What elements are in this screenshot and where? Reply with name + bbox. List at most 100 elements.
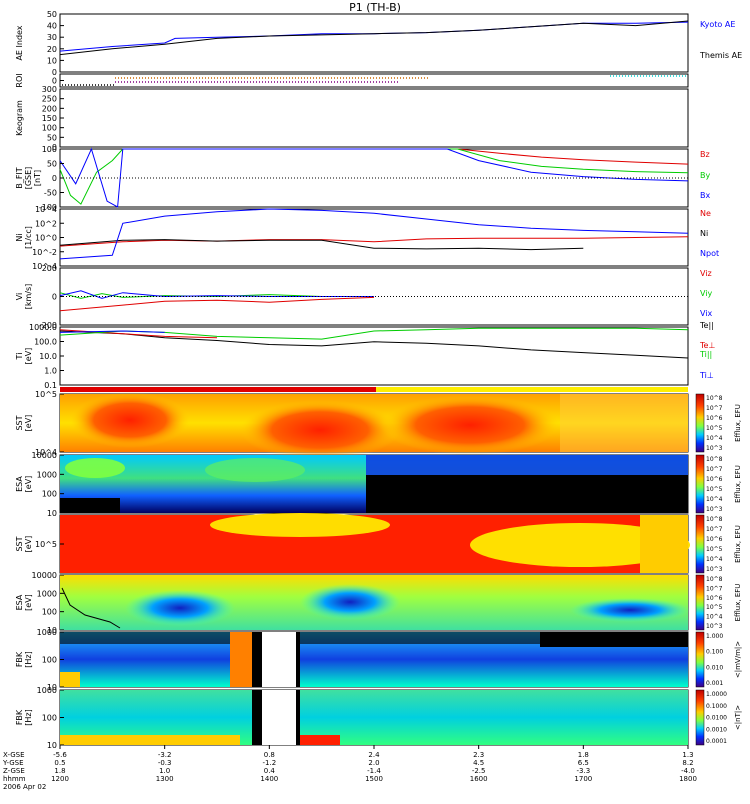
ytick-label: 100: [42, 145, 57, 154]
axis-row-label: hhmm: [3, 775, 26, 783]
ytick-label: 10^0: [35, 234, 57, 243]
axis-cell-y: 8.2: [682, 759, 693, 767]
axis-row-label: Z-GSE: [3, 767, 25, 775]
ytick-label: 10: [47, 56, 57, 65]
axis-cell-y: -0.3: [158, 759, 172, 767]
axis-cell-t: 1400: [260, 775, 278, 783]
axis-cell-z: -3.3: [576, 767, 590, 775]
series-ni-ne: [59, 236, 689, 247]
fbk1-heatmap: [60, 632, 688, 687]
ytick-label: -50: [44, 189, 57, 198]
axis-row-label: X-GSE: [3, 751, 25, 759]
axis-cell-x: 1.3: [682, 751, 693, 759]
ytick-label: 0: [52, 77, 57, 86]
series-bfit-by: [59, 148, 689, 205]
ylabel-sst2: [eV]: [24, 536, 33, 553]
panel-frame-bfit: [59, 148, 689, 208]
axis-cell-t: 1600: [470, 775, 488, 783]
legend-viy: Viy: [700, 289, 713, 298]
ytick-label: 10^5: [35, 540, 57, 549]
legend-by: By: [700, 171, 710, 180]
axis-cell-t: 1800: [679, 775, 697, 783]
axis-cell-x: -3.2: [158, 751, 172, 759]
ytick-label: 250: [42, 95, 57, 104]
legend-ae_kyoto: Kyoto AE: [700, 20, 735, 29]
colorbar-label: <|nT|>: [734, 705, 742, 730]
ylabel-esa1: ESA: [15, 476, 24, 492]
axis-cell-z: 1.0: [159, 767, 170, 775]
ytick-label: 100: [42, 608, 57, 617]
axis-cell-y: 0.5: [54, 759, 65, 767]
series-bfit-bx: [59, 147, 689, 208]
colorbar-tick: 0.0100: [706, 715, 727, 722]
colorbar-label: Efflux, EFU: [734, 465, 742, 503]
axis-cell-y: 2.0: [368, 759, 379, 767]
series-ti-ti: [59, 327, 689, 340]
ytick-label: 1000: [37, 470, 57, 479]
series-ti-ti: [59, 330, 165, 333]
colorbar-fbk2: [695, 689, 705, 746]
colorbar-fbk1: [695, 631, 705, 688]
ytick-label: 20: [47, 45, 57, 54]
axis-cell-x: 1.8: [578, 751, 589, 759]
colorbar-tick: 10^7: [706, 405, 723, 412]
colorbar-tick: 10^8: [706, 456, 723, 463]
ytick-label: 50: [47, 160, 57, 169]
series-ae-themisae: [59, 20, 689, 56]
legend-tell: Te||: [699, 321, 714, 330]
ylabel-bfit: B_FIT: [15, 167, 24, 188]
ytick-label: 10000: [32, 451, 57, 460]
ytick-label: 150: [42, 114, 57, 123]
colorbar-tick: 10^7: [706, 585, 723, 592]
legend-bx: Bx: [700, 191, 710, 200]
colorbar-esa1: [695, 454, 705, 514]
ytick-label: 200: [42, 264, 57, 273]
ylabel-roi: ROI: [15, 73, 24, 87]
panel-frame-roi: [59, 73, 689, 88]
axis-cell-z: 1.8: [54, 767, 65, 775]
ylabel-sst1: SST: [15, 415, 24, 430]
ytick-label: 100: [42, 490, 57, 499]
colorbar-tick: 1.0000: [706, 691, 727, 698]
axis-cell-t: 1300: [156, 775, 174, 783]
colorbar-tick: 10^3: [706, 445, 723, 452]
legend-npot: Npot: [700, 249, 719, 258]
ylabel-fbk2: FBK: [15, 709, 24, 725]
esa1-heatmap: [60, 455, 688, 513]
axis-cell-x: 0.8: [264, 751, 275, 759]
axis-cell-t: 1700: [574, 775, 592, 783]
colorbar-tick: 10^8: [706, 395, 723, 402]
series-ti-te: [59, 330, 689, 359]
axis-cell-t: 1200: [51, 775, 69, 783]
ytick-label: 10^5: [35, 390, 57, 399]
ylabel-ni: Ni: [15, 233, 24, 241]
ytick-label: 1000: [37, 589, 57, 598]
ytick-label: 0.1: [44, 381, 57, 390]
series-ae-kyotoae: [59, 21, 689, 52]
panel-frame-keogram: [59, 88, 689, 148]
axis-cell-x: 2.4: [368, 751, 380, 759]
colorbar-tick: 1.000: [706, 633, 723, 640]
ytick-label: 10: [47, 626, 57, 635]
axis-cell-x: 2.3: [473, 751, 484, 759]
series-vi-vix: [59, 290, 374, 299]
ytick-label: 10^4: [35, 205, 57, 214]
ytick-label: 0: [52, 174, 57, 183]
colorbar-tick: 10^5: [706, 486, 723, 493]
colorbar-tick: 10^4: [706, 556, 723, 563]
colorbar-label: <|mV/m|>: [734, 641, 742, 678]
ytick-label: 10.0: [39, 352, 57, 361]
legend-teperp: Te⊥: [699, 341, 715, 350]
ytick-label: 10: [47, 741, 57, 750]
panel-frame-ae: [59, 13, 689, 73]
legend-bz: Bz: [700, 150, 710, 159]
series-ni-npot: [59, 208, 689, 260]
legend-ae_themis: Themis AE: [699, 51, 742, 60]
colorbar-tick: 10^4: [706, 435, 723, 442]
series-ni-ni: [59, 239, 584, 251]
axis-cell-t: 1500: [365, 775, 383, 783]
ytick-label: 100: [42, 656, 57, 665]
colorbar-tick: 10^6: [706, 476, 723, 483]
ytick-label: -200: [39, 321, 57, 330]
